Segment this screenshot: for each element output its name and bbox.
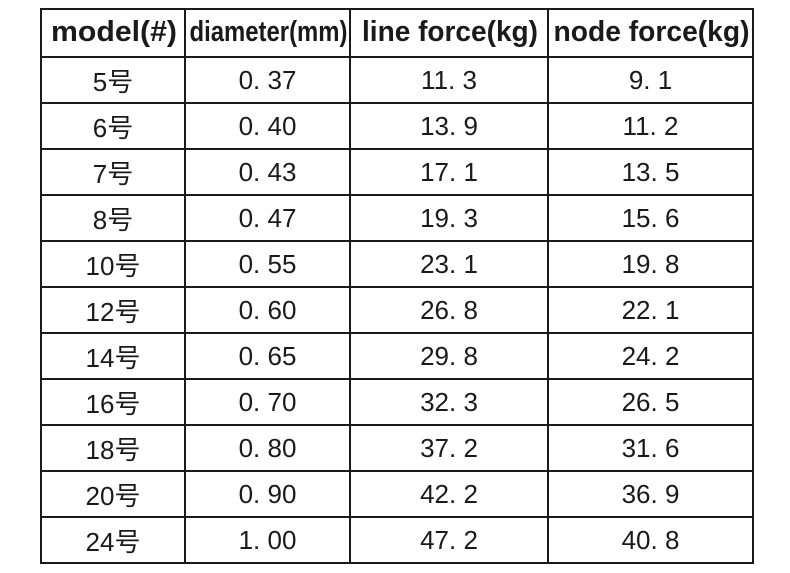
- svg-text:diameter(mm): diameter(mm): [190, 16, 348, 48]
- svg-text:line force(kg): line force(kg): [362, 16, 538, 48]
- svg-text:model(#): model(#): [51, 16, 177, 48]
- svg-text:node force(kg): node force(kg): [554, 16, 750, 48]
